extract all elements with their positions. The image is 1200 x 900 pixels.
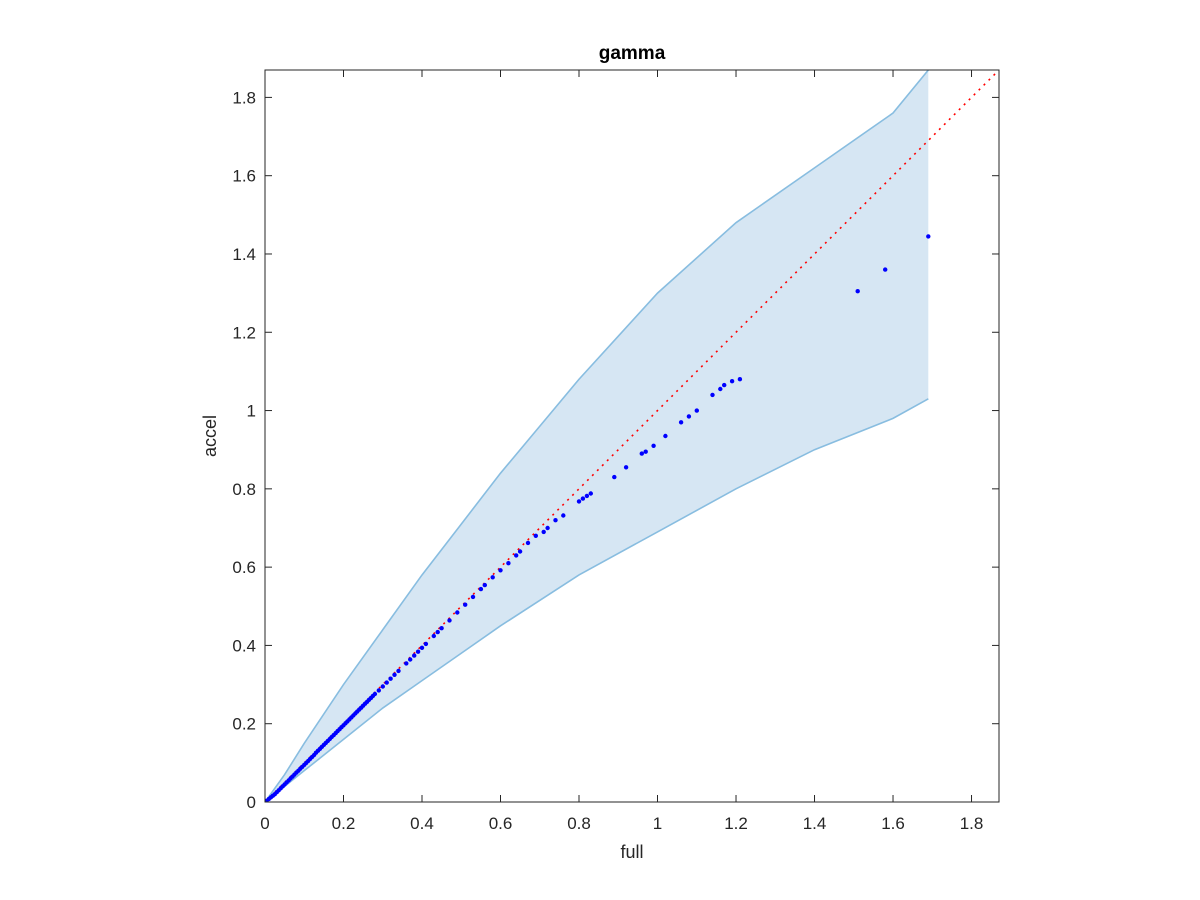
x-tick-label: 0.2 xyxy=(332,814,356,833)
data-point xyxy=(580,496,586,501)
data-point xyxy=(498,568,503,573)
data-point xyxy=(392,672,397,677)
data-point xyxy=(588,491,593,496)
x-tick-label: 1 xyxy=(653,814,662,833)
x-tick-label: 0.6 xyxy=(489,814,513,833)
data-point xyxy=(926,234,931,239)
data-point xyxy=(388,676,393,681)
y-tick-label: 1 xyxy=(247,402,256,421)
data-point xyxy=(686,414,692,419)
y-axis-label: accel xyxy=(200,415,220,457)
data-point xyxy=(561,513,566,518)
data-point xyxy=(412,653,417,658)
data-point xyxy=(431,633,436,639)
data-point xyxy=(883,267,888,272)
x-axis-label: full xyxy=(620,842,643,862)
x-tick-label: 0.8 xyxy=(567,814,591,833)
data-point xyxy=(584,493,590,499)
data-point xyxy=(643,449,648,454)
data-point xyxy=(404,661,409,666)
data-point xyxy=(718,386,723,392)
y-tick-label: 0 xyxy=(247,793,256,812)
data-point xyxy=(415,649,421,654)
data-point xyxy=(506,561,511,566)
data-point xyxy=(576,499,582,504)
plot-area: 0 0.2 0.4 0.6 0.8 1 1.2 1.4 1.6 1.8 0 0.2 0.4 0.6 0.8 1… xyxy=(232,69,1000,833)
data-point xyxy=(470,594,476,600)
data-point xyxy=(514,553,519,558)
y-tick-label: 0.2 xyxy=(232,715,256,734)
x-tick-label: 1.6 xyxy=(881,814,905,833)
data-point xyxy=(737,377,743,382)
x-tick-label: 1.8 xyxy=(960,814,984,833)
data-point xyxy=(423,641,429,647)
data-point xyxy=(482,582,487,588)
data-point xyxy=(463,602,468,607)
data-point xyxy=(533,533,538,538)
data-point xyxy=(525,540,531,546)
axes-box xyxy=(264,69,1000,803)
data-point xyxy=(478,586,484,592)
data-point xyxy=(541,529,546,535)
data-point xyxy=(722,382,727,388)
band-lower-edge xyxy=(265,398,929,802)
data-point xyxy=(553,518,558,523)
data-point xyxy=(517,549,523,554)
plot-contents xyxy=(265,70,999,802)
data-point xyxy=(663,433,668,439)
x-tick-label: 0.4 xyxy=(410,814,434,833)
y-tick-label: 0.4 xyxy=(232,636,256,655)
x-tick-label: 0 xyxy=(260,814,269,833)
data-point xyxy=(623,465,629,470)
reference-diagonal-line xyxy=(265,70,999,802)
x-tick-label: 1.2 xyxy=(724,814,748,833)
y-tick-label: 0.6 xyxy=(232,558,256,577)
data-point xyxy=(380,684,385,689)
y-tick-label: 1.4 xyxy=(232,245,256,264)
data-point xyxy=(419,645,425,650)
data-point xyxy=(447,618,452,623)
y-tick-label: 1.2 xyxy=(232,323,256,342)
band-upper-edge xyxy=(265,70,929,802)
data-point xyxy=(396,668,401,674)
data-point xyxy=(455,610,460,615)
y-tick-label: 0.8 xyxy=(232,480,256,499)
x-tick-label: 1.4 xyxy=(803,814,827,833)
y-tick-label: 1.8 xyxy=(232,88,256,107)
chart-title: gamma xyxy=(599,43,666,64)
data-point xyxy=(710,392,715,398)
data-point xyxy=(729,379,735,384)
data-point xyxy=(376,688,381,693)
data-point xyxy=(439,626,444,631)
y-tick-label: 1.6 xyxy=(232,167,256,186)
data-point xyxy=(612,474,617,480)
data-point xyxy=(651,443,656,448)
data-point xyxy=(490,575,495,580)
data-point xyxy=(545,525,550,531)
data-point xyxy=(694,408,699,413)
data-point xyxy=(408,657,413,662)
confidence-band-fill xyxy=(265,70,929,802)
data-point xyxy=(639,451,644,456)
data-point xyxy=(372,691,378,697)
data-point xyxy=(435,629,440,635)
data-point xyxy=(384,680,389,685)
data-point xyxy=(678,420,684,425)
data-point xyxy=(855,289,860,294)
